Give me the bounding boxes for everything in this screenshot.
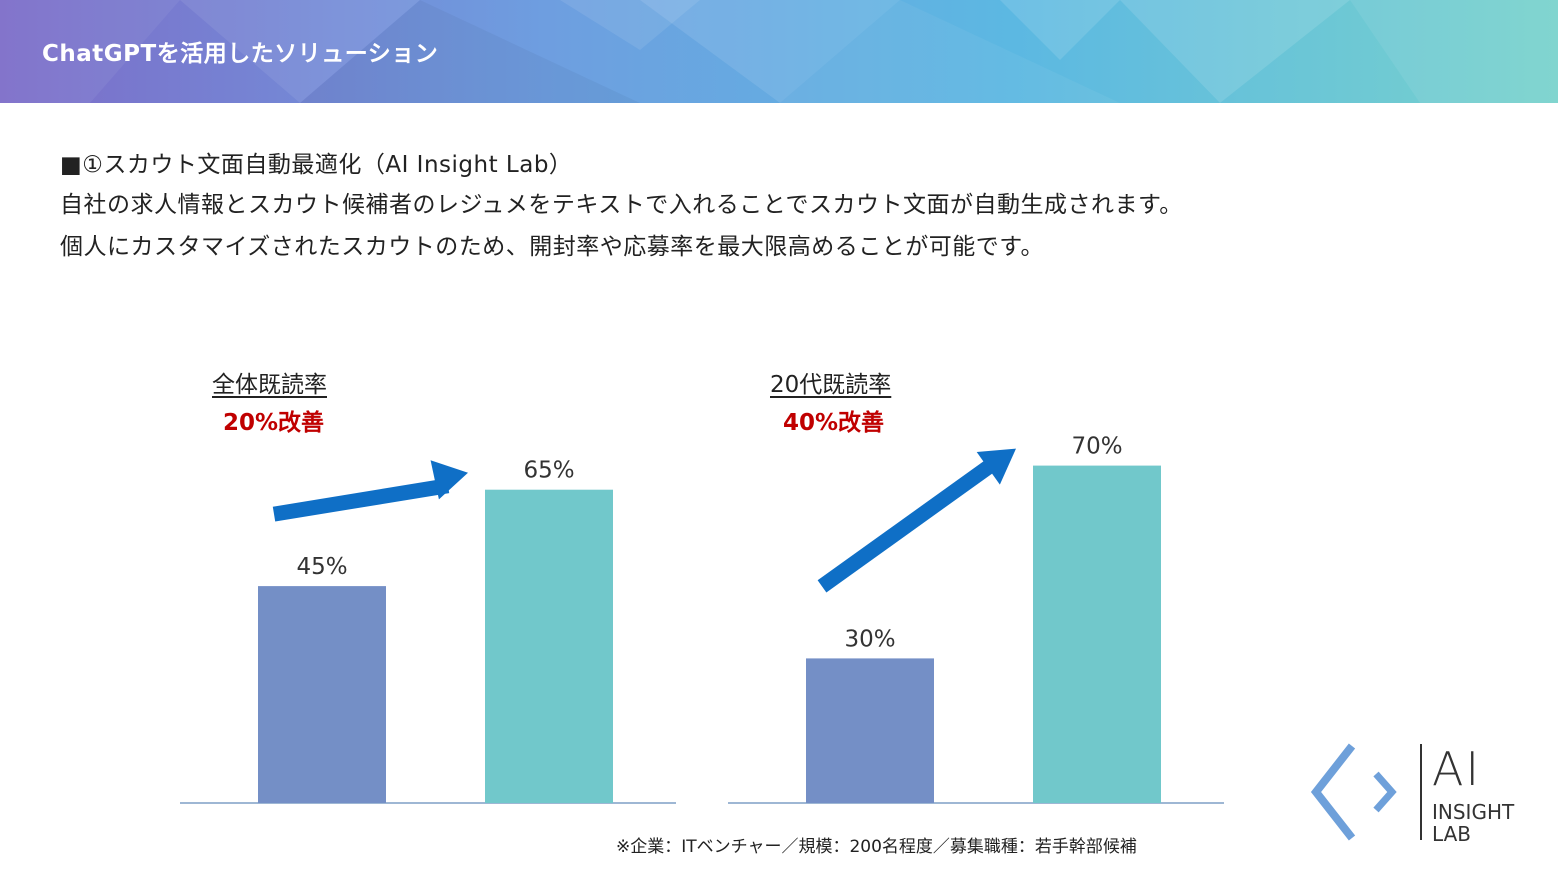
logo-text-lab: LAB — [1432, 822, 1472, 846]
trend-arrow-head — [430, 460, 468, 500]
chart-annotation: 20%改善 — [223, 410, 325, 436]
description-line-1: 自社の求人情報とスカウト候補者のレジュメをテキストで入れることでスカウト文面が自… — [60, 192, 1183, 218]
data-label: 30% — [844, 626, 895, 652]
logo-brackets-icon — [1310, 743, 1422, 841]
chart-overall-read-rate: 全体既読率 20%改善 45% 65% — [180, 355, 740, 815]
chart-title: 20代既読率 — [770, 372, 892, 398]
logo-text-ai: AI — [1432, 742, 1482, 796]
header-background — [0, 0, 1558, 103]
ai-insight-lab-logo: AI INSIGHT LAB — [1308, 740, 1528, 850]
bar-before — [806, 658, 934, 803]
chart-annotation: 40%改善 — [783, 410, 885, 436]
chart-svg: 45% 65% — [180, 458, 676, 804]
section-heading: ■①スカウト文面自動最適化（AI Insight Lab） — [60, 152, 573, 178]
header-banner: ChatGPTを活用したソリューション — [0, 0, 1558, 103]
trend-arrow-head — [976, 448, 1016, 485]
bar-before — [258, 586, 386, 803]
data-label: 70% — [1071, 434, 1122, 460]
trend-arrow-shaft — [817, 455, 1001, 593]
chart-svg: 30% 70% — [728, 434, 1224, 804]
slide-title: ChatGPTを活用したソリューション — [42, 41, 439, 67]
data-label: 65% — [523, 458, 574, 484]
chart-20s-read-rate: 20代既読率 40%改善 30% 70% — [728, 355, 1288, 815]
chart-title: 全体既読率 — [212, 372, 327, 398]
bar-after — [1033, 465, 1161, 803]
logo-text-insight: INSIGHT — [1432, 800, 1515, 824]
data-label: 45% — [296, 554, 347, 580]
footnote: ※企業：ITベンチャー／規模：200名程度／募集職種：若手幹部候補 — [616, 837, 1137, 857]
trend-arrow-shaft — [272, 478, 450, 522]
description-line-2: 個人にカスタマイズされたスカウトのため、開封率や応募率を最大限高めることが可能で… — [60, 234, 1045, 260]
bar-after — [485, 489, 613, 803]
